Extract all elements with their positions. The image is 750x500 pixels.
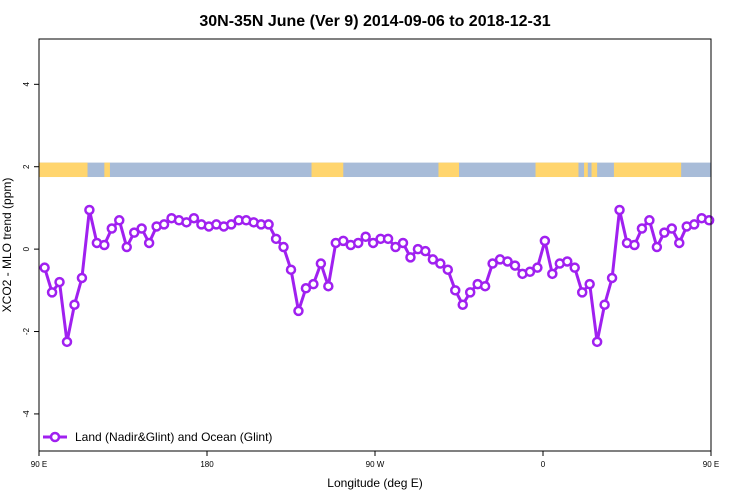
- y-tick-label: -2: [22, 327, 31, 335]
- data-point: [69, 299, 80, 310]
- data-point: [591, 336, 603, 348]
- data-point: [367, 237, 379, 249]
- data-point: [263, 219, 274, 230]
- y-axis: -4 -2 0 2 4: [22, 82, 39, 418]
- x-axis-label: Longitude (deg E): [327, 476, 422, 490]
- data-point: [487, 258, 498, 269]
- data-point: [457, 299, 468, 310]
- data-point: [651, 241, 663, 253]
- data-point: [76, 272, 88, 284]
- data-point: [524, 266, 536, 278]
- y-tick-label: 2: [22, 164, 31, 169]
- plot-area: [38, 38, 715, 452]
- data-point: [338, 235, 349, 247]
- data-point: [382, 233, 394, 245]
- legend-label: Land (Nadir&Glint) and Ocean (Glint): [75, 430, 272, 444]
- legend-marker-swatch: [49, 431, 61, 443]
- data-point: [464, 287, 476, 298]
- data-point: [584, 278, 595, 290]
- x-tick-label: 180: [200, 460, 214, 469]
- land-band-segment: [584, 162, 588, 178]
- data-point: [405, 252, 416, 263]
- data-point: [427, 254, 439, 265]
- data-point: [128, 227, 140, 238]
- y-axis-label: XCO2 - MLO trend (ppm): [0, 178, 14, 313]
- data-point: [562, 256, 573, 267]
- land-band-segment: [311, 162, 344, 178]
- data-point: [576, 287, 588, 298]
- data-point: [121, 241, 132, 253]
- chart-title: 30N-35N June (Ver 9) 2014-09-06 to 2018-…: [199, 13, 550, 30]
- data-point: [308, 278, 319, 290]
- data-point: [636, 223, 648, 234]
- x-axis: 90 E 180 90 W 0 90 E: [31, 451, 719, 469]
- data-point: [84, 204, 95, 216]
- y-tick-label: 4: [22, 82, 31, 87]
- data-point: [181, 217, 192, 228]
- data-point: [106, 223, 118, 234]
- x-tick-label: 90 E: [31, 460, 47, 469]
- land-band-segment: [535, 162, 579, 178]
- data-point: [644, 215, 655, 226]
- data-point: [352, 237, 364, 249]
- data-point: [390, 241, 401, 253]
- data-point: [606, 272, 618, 284]
- data-point: [450, 285, 461, 296]
- data-point: [360, 231, 371, 243]
- data-point: [143, 237, 155, 249]
- y-tick-label: -4: [22, 410, 31, 418]
- data-point: [278, 241, 289, 253]
- x-tick-label: 90 W: [366, 460, 385, 469]
- x-tick-label: 0: [541, 460, 546, 469]
- x-tick-label: 90 E: [703, 460, 719, 469]
- data-point: [61, 336, 73, 348]
- data-point: [293, 305, 304, 317]
- data-point: [547, 268, 558, 280]
- data-point: [509, 260, 521, 271]
- data-point: [614, 204, 625, 216]
- data-point: [688, 219, 700, 230]
- data-point: [188, 212, 200, 224]
- land-band-segment: [104, 162, 110, 178]
- data-point: [703, 215, 715, 226]
- data-point: [158, 219, 170, 230]
- data-point: [532, 262, 543, 273]
- data-point: [569, 262, 580, 273]
- land-band-segment: [39, 162, 88, 178]
- data-point: [323, 280, 334, 292]
- data-point: [226, 219, 237, 230]
- data-point: [674, 237, 685, 249]
- data-point: [315, 258, 327, 269]
- data-point: [136, 223, 147, 234]
- data-point: [659, 227, 670, 238]
- ocean-band: [39, 162, 711, 178]
- data-point: [502, 256, 513, 267]
- land-ocean-band: [39, 162, 711, 178]
- data-point: [479, 280, 491, 292]
- data-point: [435, 258, 446, 269]
- data-point: [629, 239, 640, 251]
- data-point: [46, 287, 58, 298]
- data-point: [270, 233, 282, 245]
- y-tick-label: 0: [22, 246, 31, 251]
- data-point: [420, 245, 431, 257]
- data-point: [39, 262, 50, 273]
- land-band-segment: [613, 162, 682, 178]
- data-point: [442, 264, 454, 275]
- series-group: [39, 204, 715, 348]
- legend: Land (Nadir&Glint) and Ocean (Glint): [43, 430, 272, 444]
- data-point: [397, 237, 409, 249]
- data-point: [300, 283, 312, 294]
- data-point: [599, 299, 610, 310]
- data-point: [285, 264, 297, 275]
- land-band-segment: [438, 162, 459, 178]
- data-point: [539, 235, 551, 247]
- data-point: [99, 239, 110, 251]
- data-point: [666, 223, 678, 234]
- land-band-segment: [591, 162, 598, 178]
- data-point: [114, 215, 125, 226]
- data-point: [54, 276, 65, 288]
